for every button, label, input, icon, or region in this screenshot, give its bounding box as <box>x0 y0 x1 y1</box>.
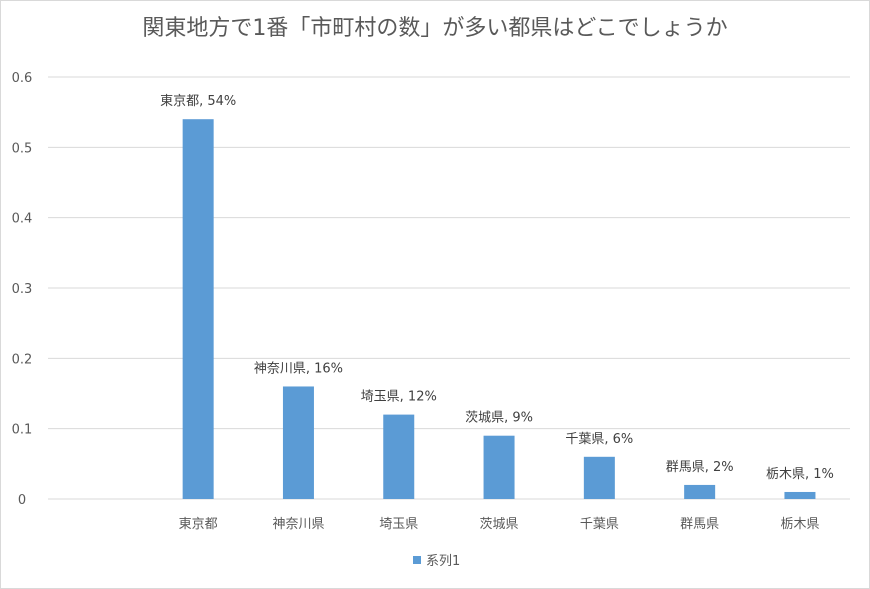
legend-label: 系列1 <box>426 554 460 569</box>
y-tick-label: 0.4 <box>12 212 33 227</box>
bar <box>182 119 214 499</box>
bar <box>784 491 816 499</box>
bar <box>383 414 415 499</box>
y-tick-label: 0.5 <box>12 141 33 156</box>
x-tick-label: 千葉県 <box>580 517 619 532</box>
y-tick-label: 0.1 <box>12 423 33 438</box>
data-label: 栃木県, 1% <box>766 467 834 482</box>
bar <box>684 484 716 499</box>
y-tick-label: 0 <box>18 493 26 508</box>
data-label: 群馬県, 2% <box>666 460 734 475</box>
bar <box>282 386 314 499</box>
legend-swatch <box>413 556 421 564</box>
chart-title: 関東地方で1番「市町村の数」が多い都県はどこでしょうか <box>142 16 728 41</box>
y-axis-ticks: 0 0.1 0.2 0.3 0.4 0.5 0.6 <box>12 71 33 508</box>
x-tick-label: 茨城県 <box>480 517 519 532</box>
x-tick-label: 神奈川県 <box>272 517 324 532</box>
data-label: 東京都, 54% <box>160 93 236 109</box>
data-label: 埼玉県, 12% <box>361 390 437 405</box>
data-label: 茨城県, 9% <box>465 411 533 426</box>
data-label: 千葉県, 6% <box>565 432 633 447</box>
y-tick-label: 0.6 <box>12 71 33 86</box>
y-tick-label: 0.2 <box>12 352 33 367</box>
data-labels: 東京都, 54% 神奈川県, 16% 埼玉県, 12% 茨城県, 9% 千葉県, 6% 群… <box>160 93 834 482</box>
bars <box>182 119 816 499</box>
data-label: 神奈川県, 16% <box>254 361 343 376</box>
bar <box>583 456 615 499</box>
x-axis-ticks: 東京都 神奈川県 埼玉県 茨城県 千葉県 群馬県 栃木県 <box>179 516 820 532</box>
gridlines <box>48 76 850 500</box>
legend: 系列1 <box>413 554 460 569</box>
x-tick-label: 東京都 <box>179 516 218 532</box>
y-tick-label: 0.3 <box>12 282 33 297</box>
bar <box>483 435 515 499</box>
x-tick-label: 埼玉県 <box>379 517 418 532</box>
x-tick-label: 栃木県 <box>780 517 819 532</box>
x-tick-label: 群馬県 <box>680 517 719 532</box>
